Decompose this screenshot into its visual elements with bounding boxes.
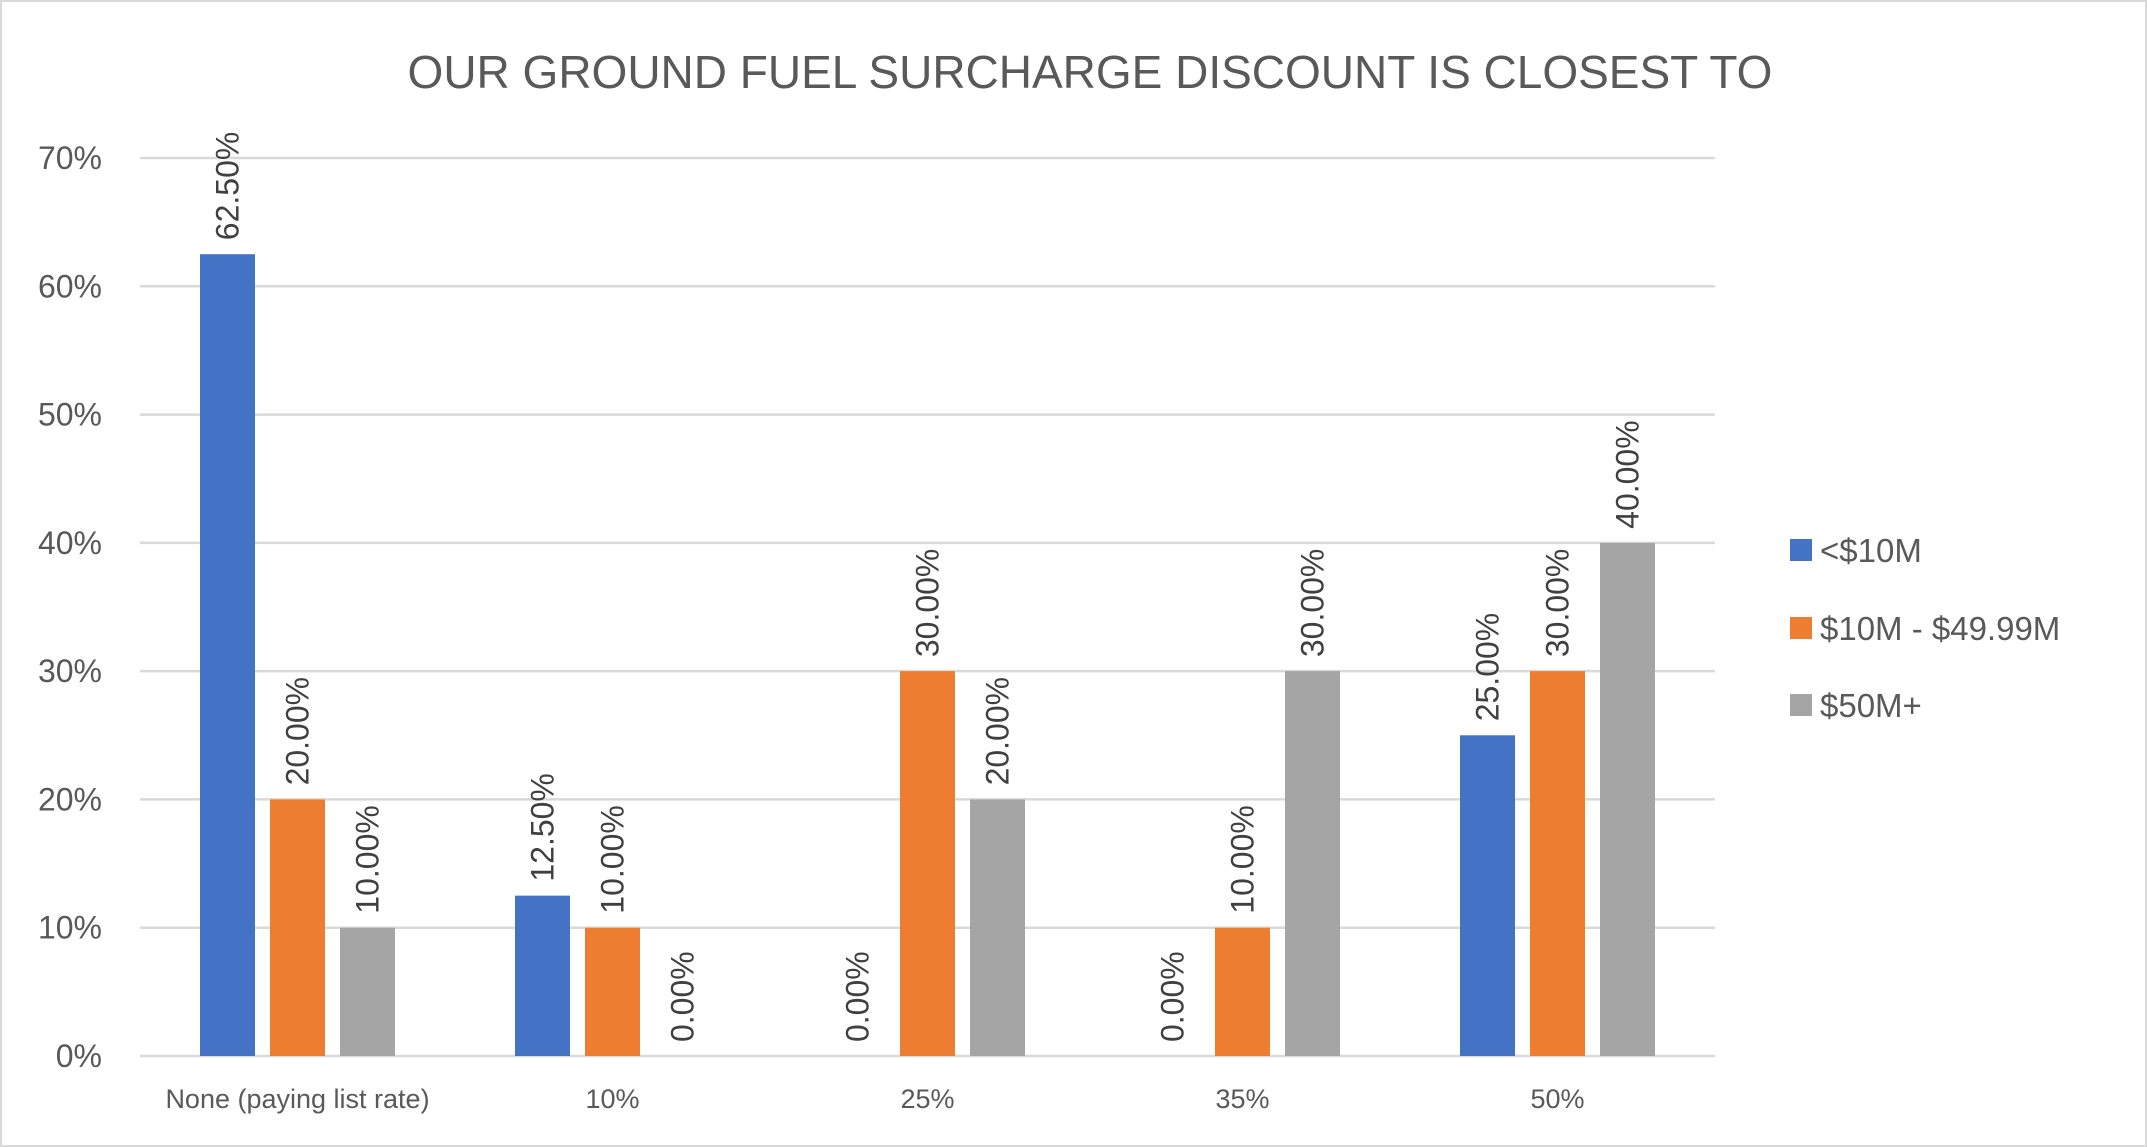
bar bbox=[270, 799, 325, 1056]
legend-label: <$10M bbox=[1820, 532, 1922, 569]
x-category-label: 25% bbox=[900, 1084, 954, 1114]
bar bbox=[1600, 542, 1655, 1056]
y-tick-label: 40% bbox=[38, 525, 102, 561]
y-tick-label: 30% bbox=[38, 653, 102, 689]
legend: <$10M $10M - $49.99M $50M+ bbox=[1790, 532, 2060, 724]
data-label: 20.00% bbox=[280, 677, 316, 786]
bar bbox=[200, 254, 255, 1056]
legend-label: $10M - $49.99M bbox=[1820, 610, 2060, 647]
data-label: 40.00% bbox=[1610, 420, 1646, 529]
chart-title: OUR GROUND FUEL SURCHARGE DISCOUNT IS CL… bbox=[408, 46, 1773, 98]
legend-swatch bbox=[1790, 539, 1812, 561]
x-category-label: 50% bbox=[1530, 1084, 1584, 1114]
data-label: 10.00% bbox=[1225, 805, 1261, 914]
data-label: 20.00% bbox=[980, 677, 1016, 786]
bar bbox=[970, 799, 1025, 1056]
x-category-label: 10% bbox=[585, 1084, 639, 1114]
data-label: 30.00% bbox=[1540, 549, 1576, 658]
data-label: 10.00% bbox=[350, 805, 386, 914]
legend-swatch bbox=[1790, 617, 1812, 639]
x-axis-categories: None (paying list rate) 10% 25% 35% 50% bbox=[165, 1084, 1584, 1114]
bars bbox=[200, 254, 1655, 1056]
legend-label: $50M+ bbox=[1820, 687, 1922, 724]
bar bbox=[515, 895, 570, 1056]
data-label: 0.00% bbox=[1155, 951, 1191, 1042]
data-label: 30.00% bbox=[1295, 549, 1331, 658]
y-axis-ticks: 0% 10% 20% 30% 40% 50% 60% 70% bbox=[38, 140, 102, 1074]
data-label: 10.00% bbox=[595, 805, 631, 914]
x-category-label: 35% bbox=[1215, 1084, 1269, 1114]
data-label: 0.00% bbox=[840, 951, 876, 1042]
y-tick-label: 60% bbox=[38, 268, 102, 304]
bar bbox=[1215, 927, 1270, 1056]
data-label: 62.50% bbox=[210, 132, 246, 241]
bar bbox=[340, 927, 395, 1056]
data-label: 12.50% bbox=[525, 773, 561, 882]
y-tick-label: 10% bbox=[38, 910, 102, 946]
bar bbox=[1530, 671, 1585, 1056]
bar bbox=[585, 927, 640, 1056]
x-category-label: None (paying list rate) bbox=[165, 1084, 429, 1114]
data-label: 30.00% bbox=[910, 549, 946, 658]
data-label: 0.00% bbox=[665, 951, 701, 1042]
y-tick-label: 70% bbox=[38, 140, 102, 176]
y-tick-label: 20% bbox=[38, 781, 102, 817]
bar bbox=[1285, 671, 1340, 1056]
data-labels: 62.50% 20.00% 10.00% 12.50% 10.00% 0.00% 0.00%… bbox=[210, 132, 1646, 1042]
y-tick-label: 0% bbox=[56, 1038, 102, 1074]
data-label: 25.00% bbox=[1470, 613, 1506, 722]
bar bbox=[1460, 735, 1515, 1056]
bar bbox=[900, 671, 955, 1056]
gridlines bbox=[140, 156, 1715, 1058]
legend-swatch bbox=[1790, 694, 1812, 716]
y-tick-label: 50% bbox=[38, 397, 102, 433]
